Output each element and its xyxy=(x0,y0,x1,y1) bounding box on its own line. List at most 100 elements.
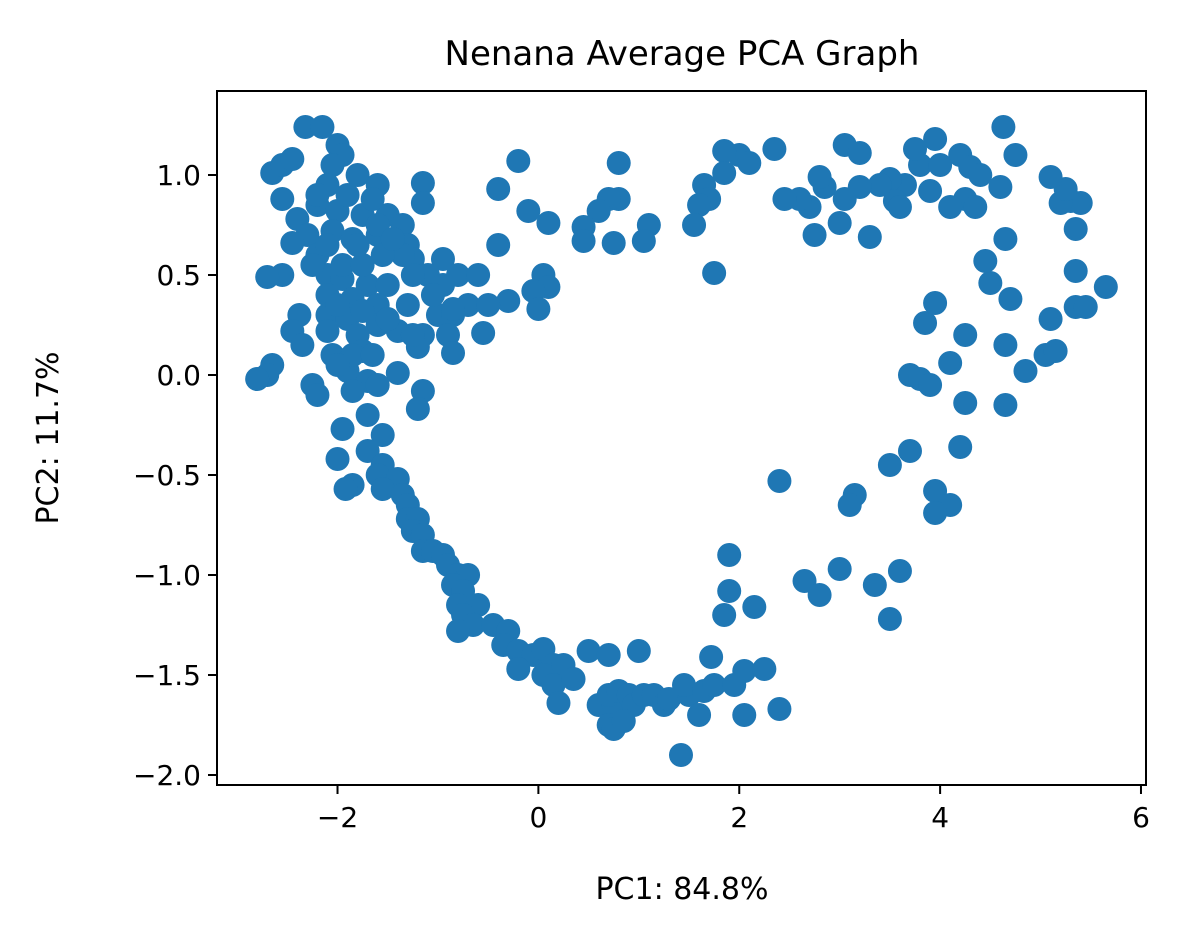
data-point xyxy=(611,709,636,733)
data-point xyxy=(441,341,466,365)
data-point xyxy=(305,183,330,207)
data-point xyxy=(993,333,1018,357)
data-point xyxy=(446,619,471,643)
data-point xyxy=(310,115,335,139)
data-point xyxy=(1043,339,1068,363)
data-point xyxy=(290,333,315,357)
data-point xyxy=(405,397,430,421)
data-point xyxy=(827,211,852,235)
data-point xyxy=(325,447,350,471)
data-point xyxy=(737,151,762,175)
data-point xyxy=(862,573,887,597)
data-point xyxy=(370,423,395,447)
data-point xyxy=(827,557,852,581)
data-point xyxy=(742,595,767,619)
data-point xyxy=(325,293,350,317)
y-tick-label: 0.0 xyxy=(156,359,201,392)
data-point xyxy=(375,307,400,331)
data-point xyxy=(923,291,948,315)
data-point xyxy=(631,229,656,253)
data-point xyxy=(668,743,693,767)
data-point xyxy=(938,195,963,219)
data-point xyxy=(330,253,355,277)
y-tick-label: 0.5 xyxy=(156,259,201,292)
data-point xyxy=(887,195,912,219)
data-point xyxy=(596,643,621,667)
data-point xyxy=(699,645,724,669)
data-point xyxy=(807,165,832,189)
data-point xyxy=(973,249,998,273)
data-point xyxy=(732,659,757,683)
data-point xyxy=(435,323,460,347)
data-point xyxy=(400,323,425,347)
data-point xyxy=(656,687,681,711)
data-point xyxy=(541,673,566,697)
data-point xyxy=(333,477,358,501)
data-point xyxy=(395,293,420,317)
data-point xyxy=(476,293,501,317)
data-point xyxy=(767,697,792,721)
data-point xyxy=(506,657,531,681)
data-point xyxy=(752,657,777,681)
data-point xyxy=(923,479,948,503)
data-point xyxy=(471,321,496,345)
data-point xyxy=(355,273,380,297)
data-point xyxy=(877,607,902,631)
x-axis-label: PC1: 84.8% xyxy=(595,872,768,907)
data-point xyxy=(772,187,797,211)
data-point xyxy=(355,403,380,427)
y-tick-label: −0.5 xyxy=(133,459,201,492)
data-point xyxy=(767,469,792,493)
data-point xyxy=(918,179,943,203)
data-point xyxy=(993,227,1018,251)
data-point xyxy=(988,175,1013,199)
data-point xyxy=(857,225,882,249)
data-point xyxy=(913,311,938,335)
data-point xyxy=(832,187,857,211)
data-point xyxy=(430,247,455,271)
data-point xyxy=(380,227,405,251)
data-point xyxy=(1038,307,1063,331)
data-point xyxy=(370,477,395,501)
data-point xyxy=(345,233,370,257)
data-point xyxy=(998,287,1023,311)
y-tick-label: −1.0 xyxy=(133,559,201,592)
data-point xyxy=(993,393,1018,417)
data-point xyxy=(576,639,601,663)
data-point xyxy=(270,187,295,211)
data-point xyxy=(586,199,611,223)
data-point xyxy=(682,213,707,237)
plot-area-frame xyxy=(216,90,1147,786)
data-point xyxy=(687,193,712,217)
data-point xyxy=(441,297,466,321)
data-point xyxy=(717,543,742,567)
data-point xyxy=(762,137,787,161)
data-point xyxy=(325,353,350,377)
data-point xyxy=(385,361,410,385)
data-point xyxy=(546,691,571,715)
data-point xyxy=(410,379,435,403)
data-point xyxy=(486,177,511,201)
data-point xyxy=(717,579,742,603)
data-point xyxy=(792,569,817,593)
data-point xyxy=(340,379,365,403)
data-point xyxy=(365,373,390,397)
data-point xyxy=(712,161,737,185)
data-point xyxy=(466,263,491,287)
data-point xyxy=(847,141,872,165)
data-point xyxy=(335,183,360,207)
data-point xyxy=(486,233,511,257)
data-point xyxy=(410,171,435,195)
data-point xyxy=(702,673,727,697)
data-point xyxy=(320,153,345,177)
data-point xyxy=(732,703,757,727)
y-tick-label: −1.5 xyxy=(133,659,201,692)
data-point xyxy=(280,231,305,255)
data-point xyxy=(867,173,892,197)
y-axis: −2.0 −1.5 −1.0 −0.5 0.0 0.5 1.0 xyxy=(133,159,217,792)
data-point xyxy=(561,667,586,691)
data-point xyxy=(1063,217,1088,241)
data-point xyxy=(807,583,832,607)
data-point xyxy=(712,139,737,163)
x-tick-label: 6 xyxy=(1132,801,1150,834)
